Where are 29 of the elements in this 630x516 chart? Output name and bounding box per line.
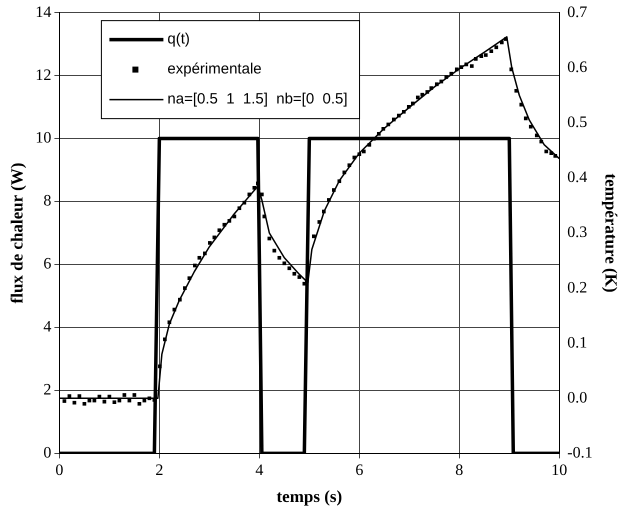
y2-axis-title: température (K) (601, 173, 620, 293)
y2-tick-label: -0.1 (567, 444, 593, 462)
y-tick-label: 4 (43, 318, 52, 336)
x-tick-label: 4 (255, 462, 264, 480)
y-axis-title: flux de chaleur (W) (8, 162, 27, 304)
y-tick-label: 6 (43, 256, 52, 273)
y-tick-label: 14 (35, 4, 52, 21)
y2-tick-label: 0.4 (567, 169, 588, 186)
y-tick-label: 2 (43, 382, 52, 399)
legend-label: na=[0.5 1 1.5] nb=[0 0.5] (167, 90, 348, 108)
y2-tick-label: 0.7 (567, 4, 588, 21)
x-tick-label: 6 (355, 462, 364, 480)
y2-tick-label: 0.6 (567, 58, 588, 76)
y2-tick-label: 0.3 (567, 224, 588, 242)
legend-label: expérimentale (167, 60, 262, 78)
x-tick-label: 0 (55, 462, 64, 480)
y-tick-label: 0 (43, 444, 52, 462)
x-axis-title: temps (s) (276, 487, 342, 506)
y2-tick-label: 0.2 (567, 279, 588, 296)
x-tick-label: 8 (455, 462, 464, 480)
x-tick-label: 10 (551, 462, 568, 480)
y2-tick-label: 0.0 (567, 390, 588, 407)
legend-label: q(t) (167, 30, 190, 48)
y2-tick-label: 0.5 (567, 114, 588, 132)
x-tick-label: 2 (155, 462, 164, 480)
y-tick-label: 12 (35, 66, 52, 84)
y-tick-label: 10 (35, 130, 52, 147)
y-tick-label: 8 (43, 192, 52, 210)
y2-tick-label: 0.1 (567, 334, 588, 352)
